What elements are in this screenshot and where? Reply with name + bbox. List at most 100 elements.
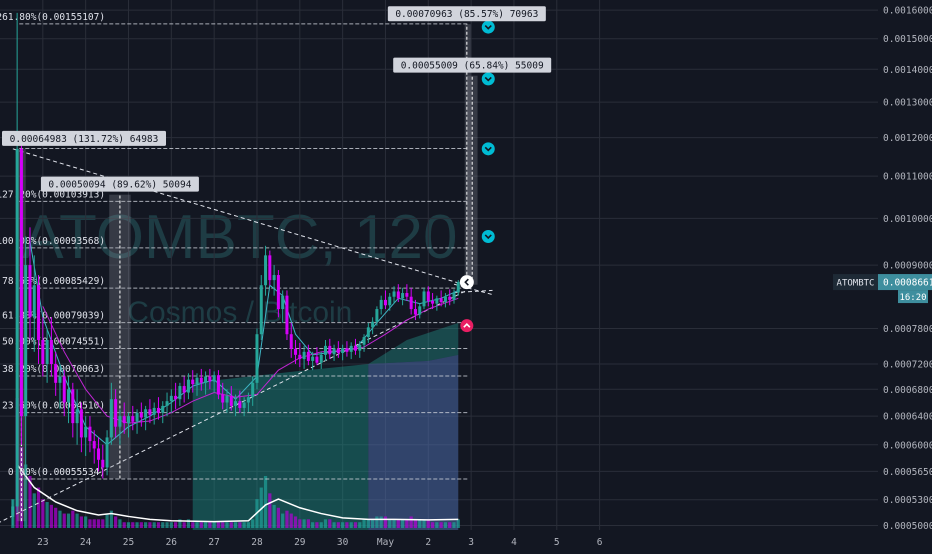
volume-bar [246,522,251,528]
volume-bar [439,522,443,528]
volume-bar [109,510,113,528]
volume-bar [272,504,276,528]
candle-body [306,351,310,361]
alert-chevron-icon [481,142,495,156]
volume-bar [186,519,191,528]
candle-body [79,409,83,438]
volume-bar [409,516,413,528]
candle-body [144,409,148,418]
volume-bar [426,519,430,528]
price-tick-label: 0.00050000 [883,521,932,532]
volume-bar [345,522,349,528]
candle-body [443,296,447,303]
volume-bar [148,522,152,528]
volume-bar [353,522,358,528]
volume-bar [319,522,323,528]
measure-box [464,24,471,285]
candle-body [383,299,387,306]
candle-body [221,394,225,403]
volume-bar [144,522,148,528]
candle-body [216,375,220,395]
volume-bar [238,522,242,528]
volume-bar [75,513,79,528]
volume-bar [323,519,328,528]
candle-body [28,265,32,318]
volume-bar [392,519,396,528]
chevron-up-icon [463,323,471,328]
volume-bar [362,519,366,528]
volume-bar [332,522,336,528]
volume-bar [306,519,310,528]
volume-bar [19,447,24,528]
candle-body [302,351,306,360]
candle-body [413,309,417,315]
arrow-up-icon [460,319,474,333]
volume-bar [289,513,293,528]
time-tick-label: 30 [337,537,349,548]
volume-bar [448,522,452,528]
volume-bar [88,519,92,528]
volume-bar [58,510,62,528]
volume-bar [371,519,375,528]
volume-bar [405,519,409,528]
volume-bar [62,513,66,528]
symbol-tag: ATOMBTC [837,279,875,289]
candle-body [24,265,28,417]
candle-body [32,285,36,318]
candle-body [456,282,460,293]
volume-bar [182,522,186,528]
volume-bar [281,513,285,528]
fib-level-label: 23.60%(0.00064510) [2,401,105,412]
volume-bar [396,519,400,528]
volume-bar [84,516,88,528]
volume-bar [36,487,41,528]
volume-bar [101,519,105,528]
candle-body [62,376,66,403]
volume-bar [199,522,203,528]
candle-body [169,395,173,402]
candle-body [19,148,23,417]
volume-bar [379,516,383,528]
candle-body [92,441,96,449]
candle-body [11,506,15,517]
volume-bar [165,522,169,528]
watermark-subtitle: Cosmos / Bitcoin [127,296,352,329]
time-tick-label: 3 [468,537,474,548]
volume-bar [114,516,118,528]
countdown-bg [898,290,928,304]
candle-body [97,448,101,460]
candle-body [208,376,212,382]
volume-bar [315,522,319,528]
candle-body [88,426,92,442]
volume-bar [203,522,208,528]
candle-body [45,340,49,364]
candle-body [358,344,362,351]
candle-body [341,348,345,354]
candle-body [37,285,41,341]
trendlines [0,148,493,523]
volume-bar [251,519,255,528]
candle-body [409,296,413,310]
time-axis[interactable]: 23 24 25 26 27 28 29 30 May 2 3 4 5 6 [37,537,603,548]
candle-body [195,377,199,385]
volume-bar [388,519,392,528]
volume-bar [413,519,418,528]
volume-bar [233,522,238,528]
volume-bar [422,519,426,528]
chevron-down-icon [484,76,492,82]
volume-bar [285,510,289,528]
candle-body [122,416,126,424]
volume-bar [311,522,315,528]
measure-label-bg [40,176,199,192]
candle-body [439,298,443,303]
time-tick-label: 5 [554,537,560,548]
time-tick-label: 24 [80,537,92,548]
volume-bar [49,504,54,528]
